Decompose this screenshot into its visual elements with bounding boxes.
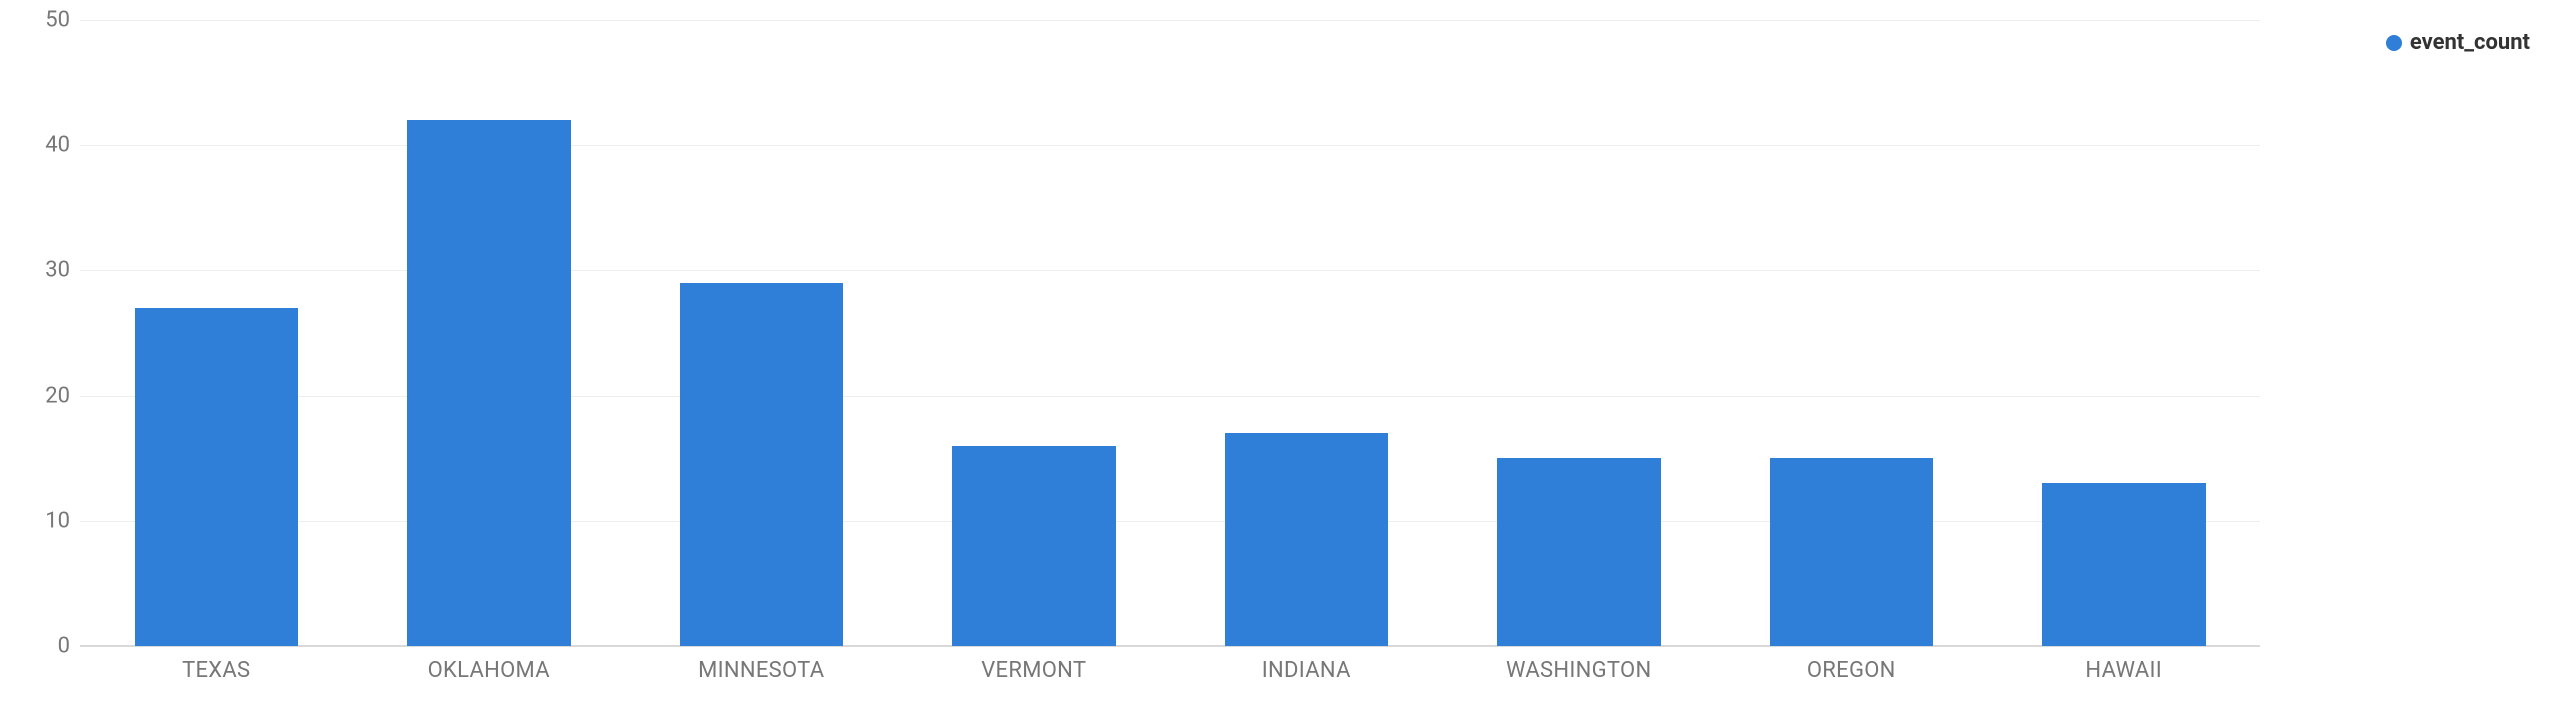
bar-slot: VERMONT [898, 20, 1171, 646]
bar-slot: WASHINGTON [1443, 20, 1716, 646]
bar-slot: MINNESOTA [625, 20, 898, 646]
y-axis-tick-label: 10 [45, 508, 80, 533]
bar [1497, 458, 1661, 646]
y-axis-tick-label: 0 [58, 634, 80, 659]
gridline [80, 646, 2260, 647]
bar-slot: TEXAS [80, 20, 353, 646]
x-axis-tick-label: OREGON [1807, 646, 1896, 683]
y-axis-tick-label: 20 [45, 383, 80, 408]
x-axis-tick-label: WASHINGTON [1506, 646, 1651, 683]
x-axis-tick-label: INDIANA [1262, 646, 1351, 683]
bar [1225, 433, 1389, 646]
legend-marker-icon [2386, 35, 2402, 51]
bar-slot: HAWAII [1988, 20, 2261, 646]
bar [135, 308, 299, 646]
x-axis-tick-label: MINNESOTA [698, 646, 824, 683]
bar-slot: INDIANA [1170, 20, 1443, 646]
plot-area: 01020304050TEXASOKLAHOMAMINNESOTAVERMONT… [80, 20, 2260, 646]
x-axis-tick-label: HAWAII [2085, 646, 2162, 683]
bar [2042, 483, 2206, 646]
bar [952, 446, 1116, 646]
bar-slot: OREGON [1715, 20, 1988, 646]
bar-chart: 01020304050TEXASOKLAHOMAMINNESOTAVERMONT… [0, 0, 2570, 706]
bar [1770, 458, 1934, 646]
y-axis-tick-label: 30 [45, 258, 80, 283]
y-axis-tick-label: 40 [45, 133, 80, 158]
x-axis-tick-label: TEXAS [182, 646, 250, 683]
bar [680, 283, 844, 646]
bar [407, 120, 571, 646]
y-axis-tick-label: 50 [45, 8, 80, 33]
bar-slot: OKLAHOMA [353, 20, 626, 646]
x-axis-tick-label: OKLAHOMA [428, 646, 550, 683]
x-axis-tick-label: VERMONT [981, 646, 1086, 683]
legend: event_count [2386, 30, 2530, 55]
bars-container: TEXASOKLAHOMAMINNESOTAVERMONTINDIANAWASH… [80, 20, 2260, 646]
legend-label: event_count [2410, 30, 2530, 55]
